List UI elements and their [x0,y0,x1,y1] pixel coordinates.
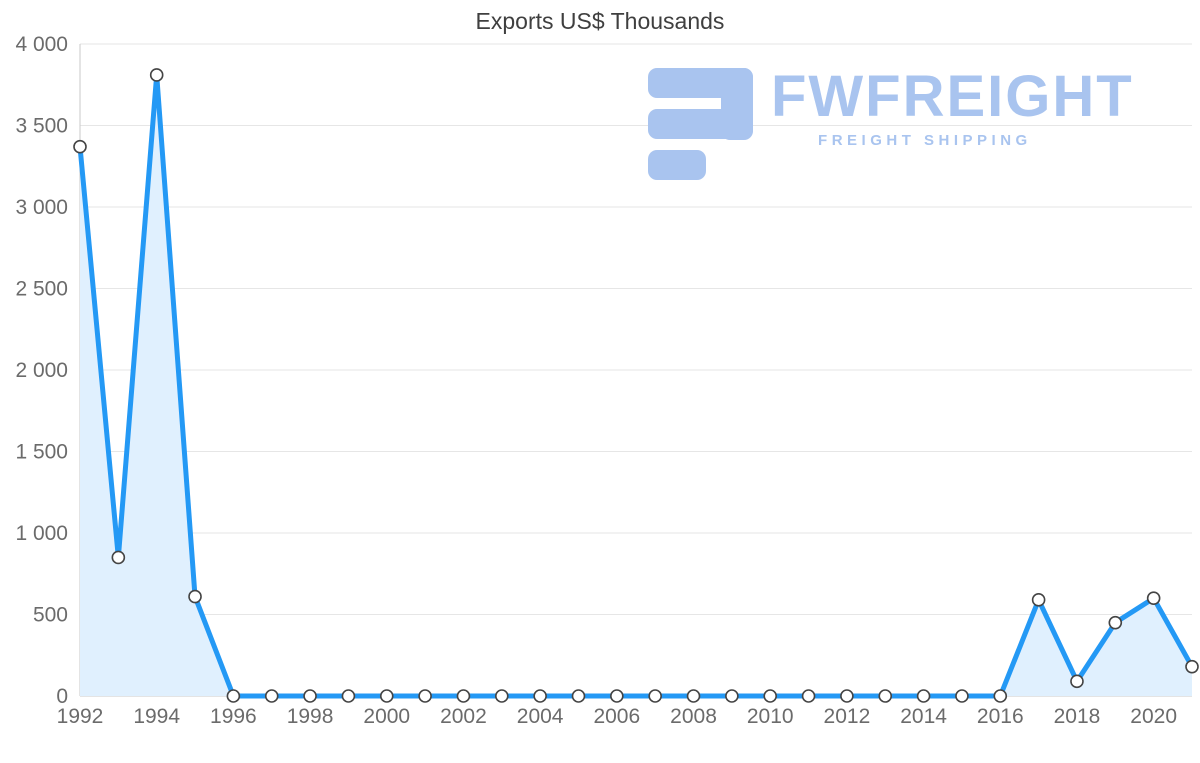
chart-title: Exports US$ Thousands [475,8,725,34]
x-tick-label: 1996 [210,705,257,728]
data-point-marker [993,689,1008,703]
data-point-marker [763,689,778,703]
x-tick-label: 1992 [57,705,104,728]
x-tick-label: 1994 [133,705,180,728]
data-point-marker [379,689,394,703]
data-point-marker [188,589,202,604]
data-point-marker [1108,615,1123,630]
x-tick-label: 1998 [287,705,334,728]
x-tick-label: 2020 [1130,705,1177,728]
data-point-marker [1070,674,1084,689]
series-area-fill [80,74,1192,697]
data-point-marker [226,689,241,703]
series-line [77,72,1195,699]
data-point-marker [1146,591,1161,606]
x-tick-label: 2012 [824,705,871,728]
y-tick-label: 2 000 [15,359,68,382]
y-tick-label: 0 [56,685,68,708]
data-point-marker [610,689,624,703]
data-point-marker [955,689,969,703]
data-point-marker [878,689,893,703]
data-point-marker [916,689,931,703]
y-tick-label: 4 000 [15,33,68,56]
x-tick-label: 2002 [440,705,487,728]
x-tick-label: 2008 [670,705,717,728]
data-point-marker [801,689,816,703]
data-point-marker [1031,593,1046,607]
data-point-marker [686,689,701,703]
data-point-marker [571,689,586,703]
y-tick-label: 1 500 [15,441,68,464]
x-tick-label: 2006 [593,705,640,728]
x-tick-label: 2014 [900,705,947,728]
y-tick-label: 3 500 [15,115,68,138]
data-point-marker [73,139,87,154]
x-tick-label: 2000 [363,705,410,728]
data-point-marker [533,689,547,703]
data-point-marker [725,689,739,703]
x-tick-label: 2010 [747,705,794,728]
x-tick-label: 2018 [1054,705,1101,728]
y-tick-label: 500 [33,604,68,627]
data-point-marker [341,689,356,703]
data-point-marker [418,689,432,703]
data-point-marker [303,689,317,703]
data-point-marker [494,689,509,703]
x-tick-label: 2016 [977,705,1024,728]
data-point-marker [1185,659,1199,674]
data-point-marker [648,689,662,703]
data-point-marker [149,68,164,82]
data-point-marker [840,689,854,703]
data-point-marker [111,550,126,565]
y-tick-label: 1 000 [15,522,68,545]
data-point-marker [264,689,279,703]
y-tick-label: 2 500 [15,278,68,301]
data-point-marker [456,689,471,703]
x-tick-label: 2004 [517,705,564,728]
y-tick-label: 3 000 [15,196,68,219]
